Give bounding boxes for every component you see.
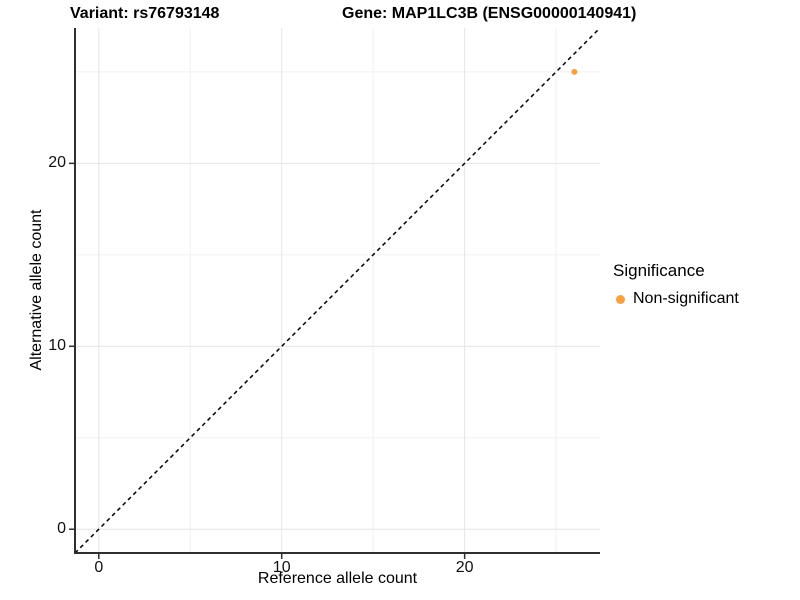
y-tick-label: 0	[57, 520, 66, 538]
plot-title-variant: Variant: rs76793148	[70, 5, 220, 22]
legend-item-label: Non-significant	[633, 290, 739, 307]
x-tick-label: 10	[272, 559, 291, 576]
x-tick-label: 20	[455, 559, 474, 576]
x-axis-title: Reference allele count	[257, 570, 418, 587]
identity-dashed-line	[74, 27, 601, 554]
legend-title: Significance	[613, 261, 705, 280]
plot-title-gene: Gene: MAP1LC3B (ENSG00000140941)	[342, 5, 637, 22]
y-axis-title: Alternative allele count	[28, 209, 45, 371]
legend-items: Non-significant	[613, 290, 739, 308]
x-tick-label: 0	[94, 559, 104, 576]
y-tick-label: 10	[48, 337, 66, 355]
legend: Significance Non-significant	[613, 261, 739, 308]
y-tick-label: 20	[48, 154, 66, 172]
legend-item: Non-significant	[613, 290, 739, 308]
data-point	[571, 68, 578, 75]
legend-point-icon	[616, 294, 625, 304]
